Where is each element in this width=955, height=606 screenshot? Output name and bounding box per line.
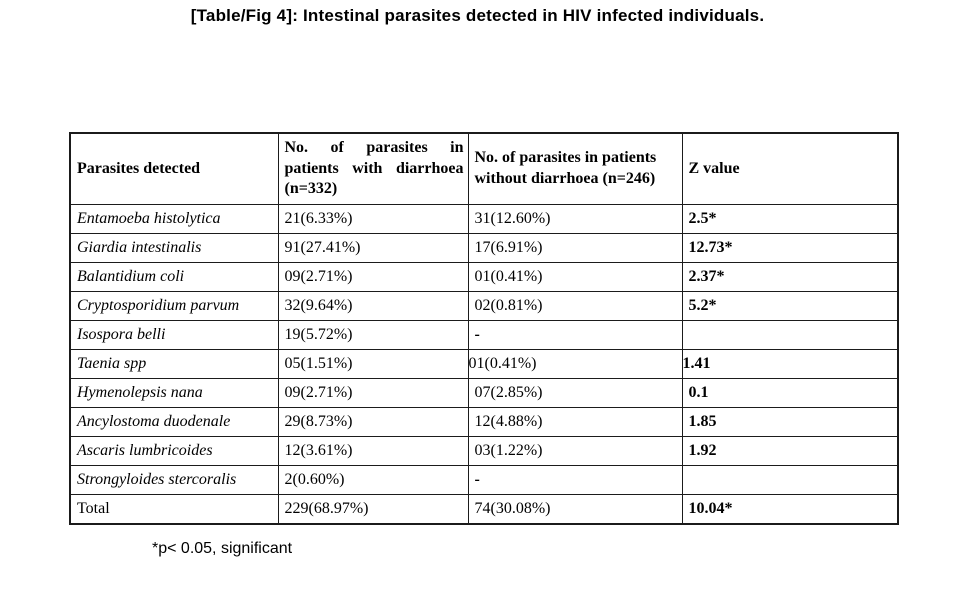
cell-z-value: 5.2* xyxy=(681,291,899,321)
cell-with-diarrhoea: 229(68.97%) xyxy=(277,494,469,525)
cell-z-value xyxy=(681,465,899,495)
cell-with-diarrhoea: 09(2.71%) xyxy=(277,262,469,292)
cell-without-diarrhoea: 17(6.91%) xyxy=(467,233,683,263)
cell-parasite: Taenia spp xyxy=(69,349,279,379)
header-parasites-detected: Parasites detected xyxy=(69,132,279,205)
cell-without-diarrhoea: 07(2.85%) xyxy=(467,378,683,408)
cell-without-diarrhoea: 03(1.22%) xyxy=(467,436,683,466)
cell-with-diarrhoea: 2(0.60%) xyxy=(277,465,469,495)
cell-z-value: 1.41 xyxy=(681,349,899,379)
table-row: Hymenolepsis nana 09(2.71%) 07(2.85%) 0.1 xyxy=(69,378,899,408)
cell-without-diarrhoea: 02(0.81%) xyxy=(467,291,683,321)
cell-parasite: Balantidium coli xyxy=(69,262,279,292)
cell-without-diarrhoea: 12(4.88%) xyxy=(467,407,683,437)
table-row: Ancylostoma duodenale 29(8.73%) 12(4.88%) 1… xyxy=(69,407,899,437)
cell-parasite: Isospora belli xyxy=(69,320,279,350)
cell-with-diarrhoea: 29(8.73%) xyxy=(277,407,469,437)
cell-z-value: 0.1 xyxy=(681,378,899,408)
table-row: Entamoeba histolytica 21(6.33%) 31(12.60%)… xyxy=(69,204,899,234)
cell-parasite: Giardia intestinalis xyxy=(69,233,279,263)
cell-without-diarrhoea: - xyxy=(467,320,683,350)
cell-with-diarrhoea: 05(1.51%) xyxy=(277,349,469,379)
table-row: Total 229(68.97%) 74(30.08%) 10.04* xyxy=(69,494,899,525)
cell-parasite: Entamoeba histolytica xyxy=(69,204,279,234)
cell-z-value xyxy=(681,320,899,350)
cell-z-value: 12.73* xyxy=(681,233,899,263)
table-caption: [Table/Fig 4]: Intestinal parasites dete… xyxy=(190,6,765,25)
cell-without-diarrhoea: 01(0.41%) xyxy=(467,262,683,292)
cell-without-diarrhoea: 31(12.60%) xyxy=(467,204,683,234)
cell-without-diarrhoea: 74(30.08%) xyxy=(467,494,683,525)
table-row: Ascaris lumbricoides 12(3.61%) 03(1.22%) 1.… xyxy=(69,436,899,466)
cell-without-diarrhoea: - xyxy=(467,465,683,495)
cell-with-diarrhoea: 91(27.41%) xyxy=(277,233,469,263)
cell-parasite: Ancylostoma duodenale xyxy=(69,407,279,437)
cell-z-value: 1.92 xyxy=(681,436,899,466)
cell-with-diarrhoea: 32(9.64%) xyxy=(277,291,469,321)
cell-z-value: 2.37* xyxy=(681,262,899,292)
cell-parasite: Total xyxy=(69,494,279,525)
table-row: Taenia spp 05(1.51%) 01(0.41%) 1.41 xyxy=(69,349,899,379)
header-with-diarrhoea: No. of parasites in patients with diarrh… xyxy=(277,132,469,205)
cell-with-diarrhoea: 21(6.33%) xyxy=(277,204,469,234)
table-row: Strongyloides stercoralis 2(0.60%) - xyxy=(69,465,899,495)
header-without-diarrhoea: No. of parasites in patients without dia… xyxy=(467,132,683,205)
table-row: Balantidium coli 09(2.71%) 01(0.41%) 2.37* xyxy=(69,262,899,292)
table-row: Isospora belli 19(5.72%) - xyxy=(69,320,899,350)
cell-with-diarrhoea: 19(5.72%) xyxy=(277,320,469,350)
cell-z-value: 2.5* xyxy=(681,204,899,234)
parasites-table: Parasites detected No. of parasites in p… xyxy=(69,132,899,525)
header-row: Parasites detected No. of parasites in p… xyxy=(69,132,899,205)
cell-z-value: 1.85 xyxy=(681,407,899,437)
significance-footnote: *p< 0.05, significant xyxy=(152,540,293,557)
cell-z-value: 10.04* xyxy=(681,494,899,525)
cell-without-diarrhoea: 01(0.41%) xyxy=(467,349,683,379)
cell-with-diarrhoea: 09(2.71%) xyxy=(277,378,469,408)
table-header: Parasites detected No. of parasites in p… xyxy=(69,132,899,205)
cell-parasite: Strongyloides stercoralis xyxy=(69,465,279,495)
table-row: Cryptosporidium parvum 32(9.64%) 02(0.81%)… xyxy=(69,291,899,321)
table-row: Giardia intestinalis 91(27.41%) 17(6.91%) 1… xyxy=(69,233,899,263)
cell-parasite: Hymenolepsis nana xyxy=(69,378,279,408)
cell-parasite: Ascaris lumbricoides xyxy=(69,436,279,466)
cell-parasite: Cryptosporidium parvum xyxy=(69,291,279,321)
table-body: Entamoeba histolytica 21(6.33%) 31(12.60%)… xyxy=(69,204,899,525)
header-z-value: Z value xyxy=(681,132,899,205)
cell-with-diarrhoea: 12(3.61%) xyxy=(277,436,469,466)
